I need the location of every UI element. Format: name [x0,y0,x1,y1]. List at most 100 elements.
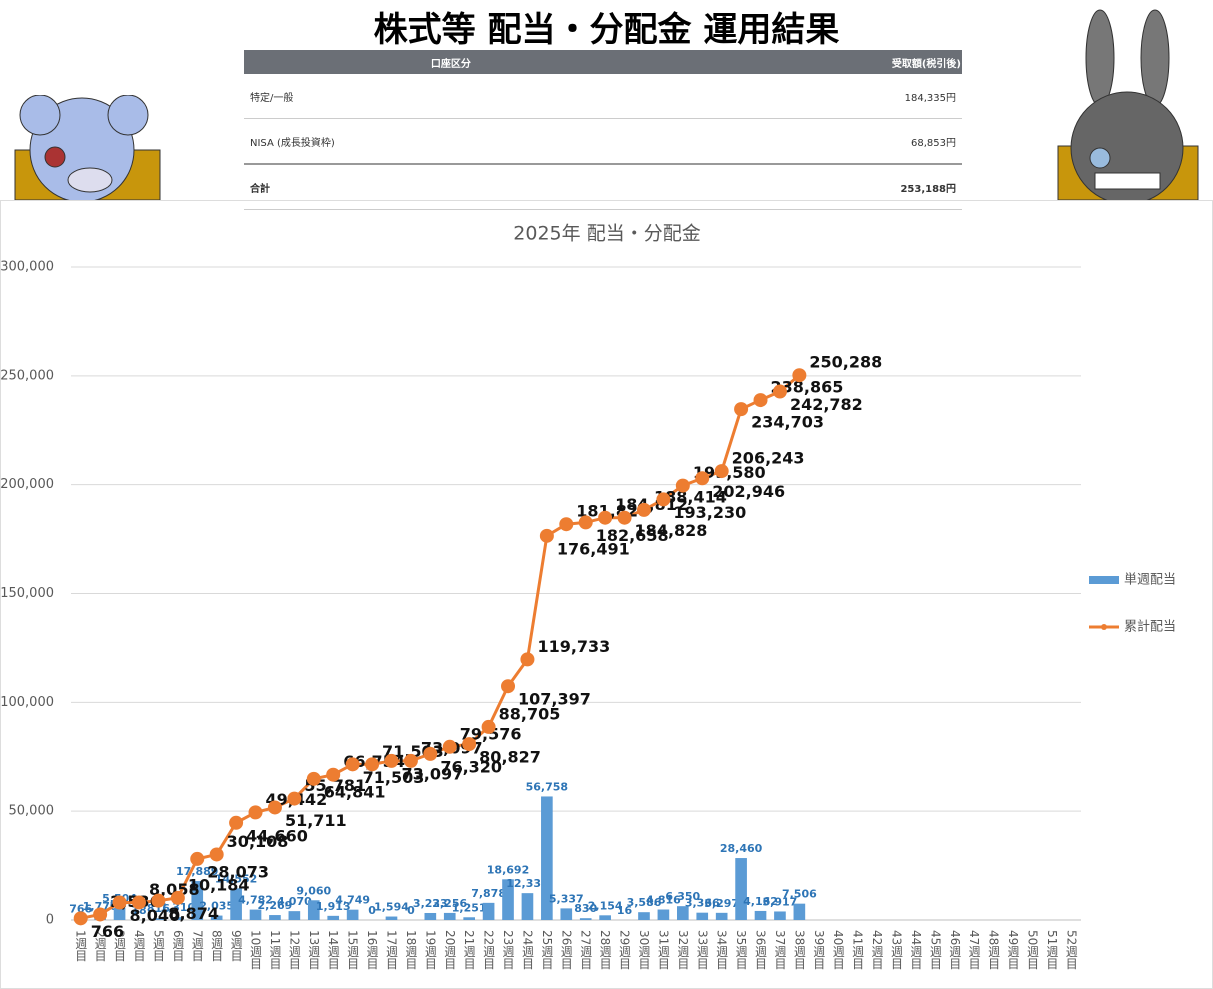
line-label: 64,841 [324,782,386,801]
bar-label: 3,586 [627,896,662,909]
line-label: 184,828 [635,521,708,540]
bar-label: 14,552 [215,872,257,885]
column-header: 口座区分 [244,50,658,74]
line-point [695,471,710,486]
legend-label: 累計配当 [1124,619,1176,635]
x-tick-label: 21週目 [462,930,476,969]
x-tick-label: 36週目 [754,930,768,969]
line-label: 250,288 [809,353,882,372]
legend-swatch [1101,624,1107,630]
bar-label: 1,913 [316,900,351,913]
bar [463,917,475,920]
y-tick-label: 150,000 [0,586,54,601]
bar [210,915,223,920]
bar [346,909,359,920]
cell: 合計 [244,163,658,210]
x-tick-label: 32週目 [676,930,690,969]
x-tick-label: 15週目 [346,930,360,969]
x-tick-label: 5週目 [151,930,165,962]
line-label: 199,580 [693,463,766,482]
line-label: 182,658 [596,526,669,545]
bar-label: 16 [617,904,633,917]
line-point [170,890,185,905]
line-label: 79,576 [460,724,522,743]
cell: 184,335円 [657,74,962,119]
line-point [423,746,438,761]
line-point [656,492,671,507]
line-point [598,510,613,525]
line-label: 119,733 [537,637,610,656]
bar-label: 816 [147,902,170,915]
bar-label: 3,256 [432,897,467,910]
cell: NISA (成長投資枠) [244,118,658,165]
line-label: 188,414 [654,487,727,506]
bar-label: 9,060 [296,884,331,897]
bar-label: 4,782 [238,894,273,907]
bar [696,912,709,920]
x-tick-label: 14週目 [326,930,340,969]
line-point [365,757,380,772]
line-label: 80,827 [479,748,541,767]
x-tick-label: 19週目 [423,930,437,969]
bar [521,893,534,920]
bar-label: 2,035 [199,900,234,913]
line-point [306,771,321,786]
x-tick-label: 23週目 [501,930,515,969]
bar [443,912,456,920]
bar [599,915,611,920]
x-tick-label: 26週目 [559,930,573,969]
line-point [753,393,768,408]
line-label: 44,660 [246,826,308,845]
line-point [151,893,166,908]
line-label: 238,865 [771,378,844,397]
bar-label: 1,251 [452,901,487,914]
line-point [73,911,88,926]
x-tick-label: 38週目 [792,930,806,969]
bar [424,912,437,920]
y-tick-label: 0 [46,913,54,928]
line-point [190,851,205,866]
x-tick-label: 51週目 [1045,930,1059,969]
bar [269,915,281,920]
y-tick-label: 250,000 [0,368,54,383]
x-tick-label: 30週目 [637,930,651,969]
bar [230,888,242,920]
x-tick-label: 3週目 [113,930,127,962]
bar [657,909,670,920]
x-tick-label: 28週目 [598,930,612,969]
x-tick-label: 18週目 [404,930,418,969]
legend-swatch [1089,576,1119,584]
line-point [229,815,244,830]
character-right [1057,9,1199,200]
x-tick-label: 16週目 [365,930,379,969]
line-label: 206,243 [732,449,805,468]
line-point [131,895,146,910]
bar-label: 4,070 [277,895,312,908]
bar-label: 56,758 [526,780,568,793]
x-tick-label: 42週目 [870,930,884,969]
column-header: 受取額(税引後) [657,50,962,74]
bar-label: 1,310 [160,901,195,914]
bar [541,796,553,920]
line-label: 242,782 [790,395,863,414]
bar [677,906,689,920]
line-point [636,502,651,517]
x-tick-label: 10週目 [249,930,263,969]
x-tick-label: 48週目 [987,930,1001,969]
bar [249,909,262,920]
bar-label: 830 [574,902,597,915]
line-label: 107,397 [518,690,591,709]
y-tick-label: 200,000 [0,477,54,492]
bar-label: 5,337 [549,892,584,905]
line-point [326,767,341,782]
line-label: 8,040 [130,906,181,925]
y-tick-label: 300,000 [0,260,54,275]
line-label: 88,705 [499,704,561,723]
bar-label: 2,269 [258,899,293,912]
bar [113,908,126,920]
line [80,374,801,920]
line-label: 10,184 [188,875,250,894]
page-title: 株式等 配当・分配金 運用結果 [373,10,840,50]
line-point [714,464,729,479]
